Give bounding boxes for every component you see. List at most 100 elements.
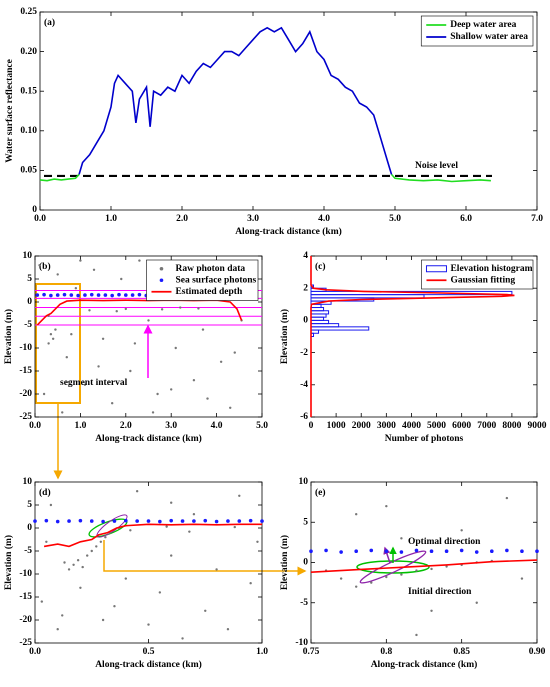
photon-point xyxy=(229,406,232,409)
y-tick-label: 0.05 xyxy=(20,166,37,176)
photon-point xyxy=(535,549,539,554)
photon-point xyxy=(219,360,223,363)
x-tick-label: 9000 xyxy=(528,421,547,431)
photon-point xyxy=(47,342,50,345)
y-axis-label: Elevation (m) xyxy=(279,309,290,364)
x-tick-label: 0.75 xyxy=(303,647,320,657)
photon-point xyxy=(44,518,49,523)
photon-point xyxy=(88,309,91,312)
photon-point xyxy=(160,308,164,311)
photon-point xyxy=(158,591,162,594)
photon-point xyxy=(129,529,132,532)
photon-point xyxy=(137,292,142,297)
photon-point xyxy=(214,519,219,524)
plot-frame xyxy=(310,481,538,644)
photon-point xyxy=(35,293,40,297)
photon-point xyxy=(339,577,343,580)
photon-point xyxy=(79,586,82,589)
photon-point xyxy=(101,519,105,524)
y-tick-label: -15 xyxy=(19,592,32,602)
photon-point xyxy=(72,563,75,566)
photon-point xyxy=(51,337,55,340)
y-tick-label: -10 xyxy=(19,343,32,353)
y-tick-label: -10 xyxy=(19,569,32,579)
photon-point xyxy=(369,548,374,553)
photon-point xyxy=(104,536,107,539)
photon-point xyxy=(69,293,74,297)
photon-point xyxy=(156,392,159,396)
annotation: Initial direction xyxy=(408,587,472,597)
x-tick-label: 3.0 xyxy=(247,214,259,224)
photon-point xyxy=(61,411,64,414)
y-tick-label: -20 xyxy=(19,615,32,625)
histogram-bar xyxy=(310,290,513,296)
x-tick-label: 4.0 xyxy=(211,421,223,431)
photon-point xyxy=(83,293,87,297)
series-line xyxy=(39,173,491,183)
y-axis-label: Water surface reflectance xyxy=(5,59,15,163)
legend-swatch xyxy=(425,265,447,273)
x-tick-label: 0.0 xyxy=(34,214,46,224)
photon-point xyxy=(55,519,60,524)
photon-point xyxy=(355,585,358,588)
photon-point xyxy=(415,569,418,572)
x-tick-label: 0.0 xyxy=(29,421,41,431)
legend-label: Estimated depth xyxy=(175,287,242,297)
y-tick-label: 10 xyxy=(23,477,33,487)
x-tick-label: 5.0 xyxy=(389,214,401,224)
photon-point xyxy=(138,259,141,262)
legend-label: Sea surface photons xyxy=(175,275,256,285)
photon-point xyxy=(475,601,478,604)
photon-point xyxy=(192,379,196,382)
x-tick-label: 2.0 xyxy=(176,214,188,224)
photon-point xyxy=(339,550,343,554)
y-tick-label: 0.20 xyxy=(20,47,37,57)
photon-point xyxy=(38,264,41,267)
photon-point xyxy=(226,519,230,523)
photon-point xyxy=(89,519,94,523)
x-tick-label: 5000 xyxy=(427,421,446,431)
photon-point xyxy=(206,397,209,400)
photon-point xyxy=(233,351,236,354)
photon-point xyxy=(151,411,155,414)
photon-point xyxy=(74,287,78,290)
photon-point xyxy=(101,337,105,340)
x-tick-label: 3.0 xyxy=(165,421,177,431)
x-axis-label: Along-track distance (km) xyxy=(235,226,342,237)
photon-point xyxy=(165,525,168,528)
photon-point xyxy=(180,519,185,523)
photon-point xyxy=(86,554,89,557)
photon-point xyxy=(505,548,509,553)
photon-point xyxy=(135,490,139,493)
series-line xyxy=(36,299,243,326)
y-tick-label: 5 xyxy=(27,500,32,510)
photon-point xyxy=(354,549,359,554)
photon-point xyxy=(130,293,135,297)
y-tick-label: 10 xyxy=(299,477,309,487)
photon-point xyxy=(83,383,87,386)
x-tick-label: 2.0 xyxy=(120,421,132,431)
x-tick-label: 5.0 xyxy=(256,421,268,431)
photon-point xyxy=(237,519,242,523)
photon-point xyxy=(520,549,524,554)
photon-point xyxy=(370,581,373,584)
x-tick-label: 0.90 xyxy=(529,647,546,657)
y-axis-label: Elevation (m) xyxy=(3,535,14,590)
y-tick-label: -15 xyxy=(19,366,32,376)
photon-point xyxy=(385,575,388,579)
photon-point xyxy=(188,530,191,533)
photon-point xyxy=(49,503,53,507)
photon-point xyxy=(201,328,205,331)
photon-point xyxy=(414,548,419,553)
photon-point xyxy=(117,292,121,297)
photon-point xyxy=(249,582,252,585)
photon-point xyxy=(78,518,83,523)
photon-point xyxy=(474,550,479,554)
y-tick-label: 0 xyxy=(32,205,37,215)
y-tick-label: 5 xyxy=(27,274,32,284)
photon-point xyxy=(309,549,313,554)
segment-box xyxy=(35,283,81,404)
photon-point xyxy=(226,628,230,631)
photon-point xyxy=(415,633,418,637)
y-tick-label: -5 xyxy=(300,598,308,608)
